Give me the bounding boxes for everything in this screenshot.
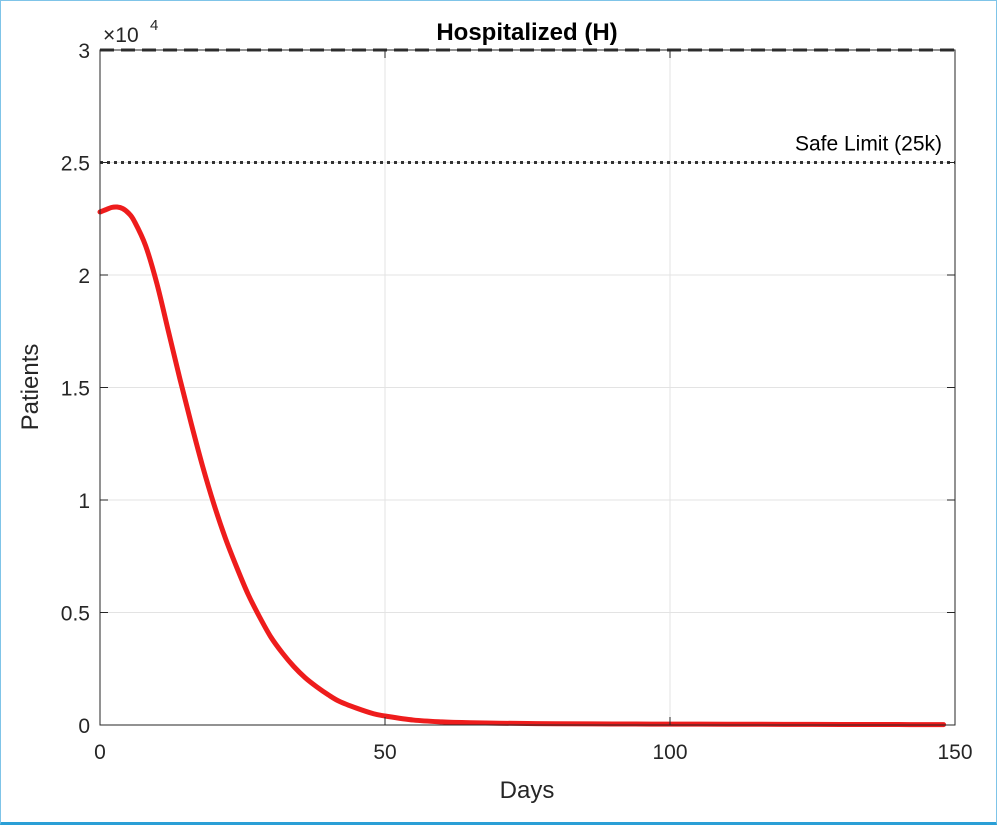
- y-exponent-power: 4: [150, 17, 158, 34]
- x-tick-label: 100: [652, 741, 687, 764]
- ticks: 0 50 100 150 0 0.5 1 1.5 2 2.5 3: [61, 40, 973, 764]
- y-axis-label: Patients: [17, 344, 44, 431]
- y-exponent-base: ×10: [103, 24, 139, 47]
- y-tick-label: 0: [78, 715, 90, 738]
- x-tick-label: 0: [94, 741, 106, 764]
- y-tick-label: 2.5: [61, 153, 90, 176]
- safe-limit-label: Safe Limit (25k): [795, 133, 942, 156]
- y-tick-label: 1.5: [61, 378, 90, 401]
- hospitalized-series-line: [97, 204, 947, 728]
- chart-title: Hospitalized (H): [436, 19, 617, 46]
- x-tick-label: 50: [373, 741, 396, 764]
- x-tick-label: 150: [937, 741, 972, 764]
- y-tick-label: 2: [78, 265, 90, 288]
- y-tick-label: 0.5: [61, 603, 90, 626]
- reference-lines: Safe Limit (25k): [100, 48, 955, 164]
- y-exponent-label: ×10 4: [103, 17, 158, 47]
- y-tick-label: 1: [78, 490, 90, 513]
- series-layer: [97, 204, 947, 728]
- y-tick-label: 3: [78, 40, 90, 63]
- x-axis-label: Days: [500, 777, 555, 804]
